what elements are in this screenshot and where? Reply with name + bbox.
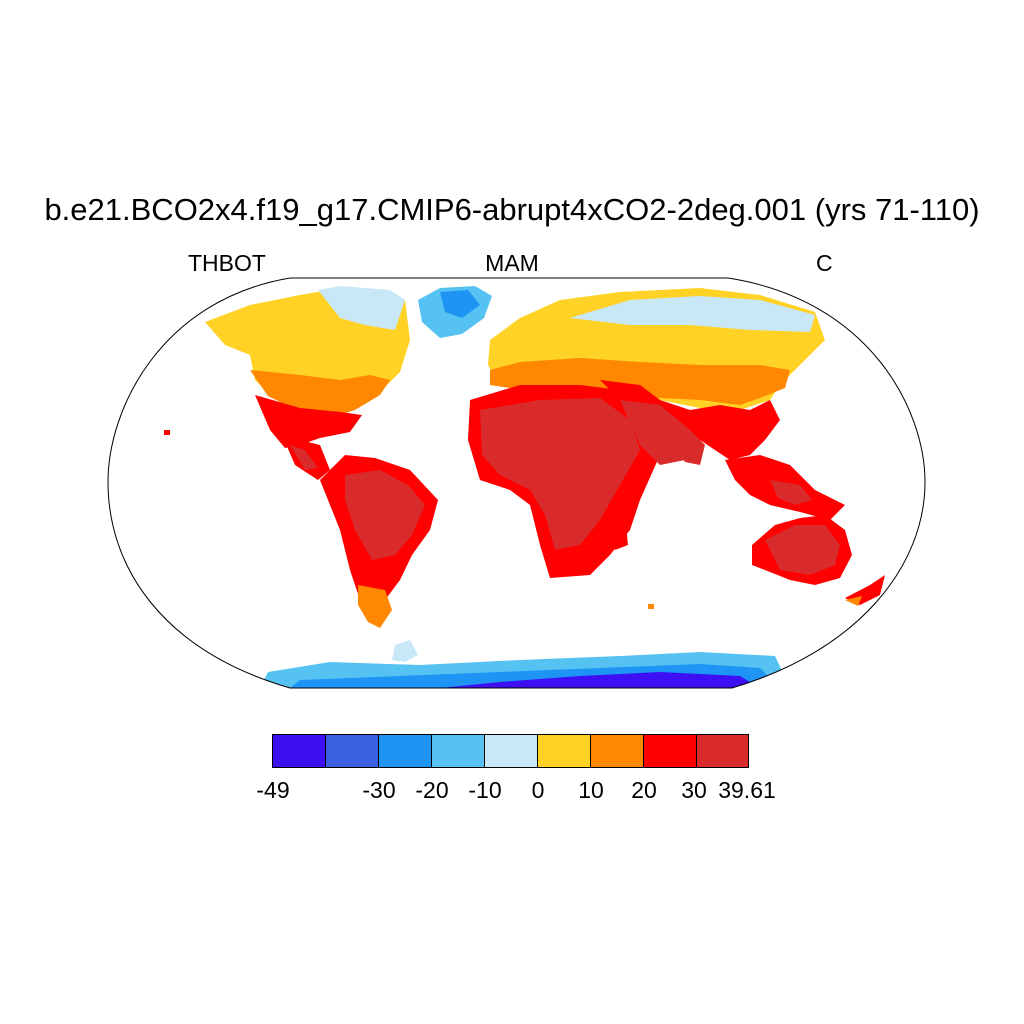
colorbar-swatch: [325, 734, 379, 768]
middle-east-region: [620, 400, 690, 465]
season-label: MAM: [485, 250, 539, 276]
colorbar-swatch: [272, 734, 326, 768]
colorbar-label: 10: [578, 777, 604, 803]
colorbar-label: 30: [681, 777, 707, 803]
island-marker: [164, 430, 170, 435]
north-america-region: [205, 286, 410, 480]
colorbar-swatch: [696, 734, 749, 768]
island-marker: [648, 604, 654, 609]
colorbar-label: -49: [256, 777, 290, 803]
colorbar-label: -10: [468, 777, 502, 803]
colorbar-label: -20: [415, 777, 449, 803]
greenland-region: [418, 286, 492, 338]
colorbar-swatch: [643, 734, 697, 768]
map-outline: [107, 277, 926, 689]
colorbar-swatch: [484, 734, 538, 768]
variable-label: THBOT: [188, 250, 266, 276]
australia-region: [752, 515, 885, 606]
colorbar-label: -30: [362, 777, 396, 803]
africa-region: [468, 385, 660, 578]
plot-title: b.e21.BCO2x4.f19_g17.CMIP6-abrupt4xCO2-2…: [44, 192, 980, 227]
colorbar-swatch: [590, 734, 644, 768]
south-america-region: [320, 455, 438, 628]
colorbar-swatch: [431, 734, 485, 768]
units-label: C: [816, 250, 833, 276]
colorbar-swatch: [378, 734, 432, 768]
colorbar-swatch: [537, 734, 591, 768]
colorbar-label: 0: [531, 777, 545, 803]
colorbar-label: 39.61: [718, 777, 776, 803]
colorbar-label: 20: [631, 777, 657, 803]
eurasia-region: [488, 288, 845, 520]
antarctica-region: [260, 640, 790, 688]
